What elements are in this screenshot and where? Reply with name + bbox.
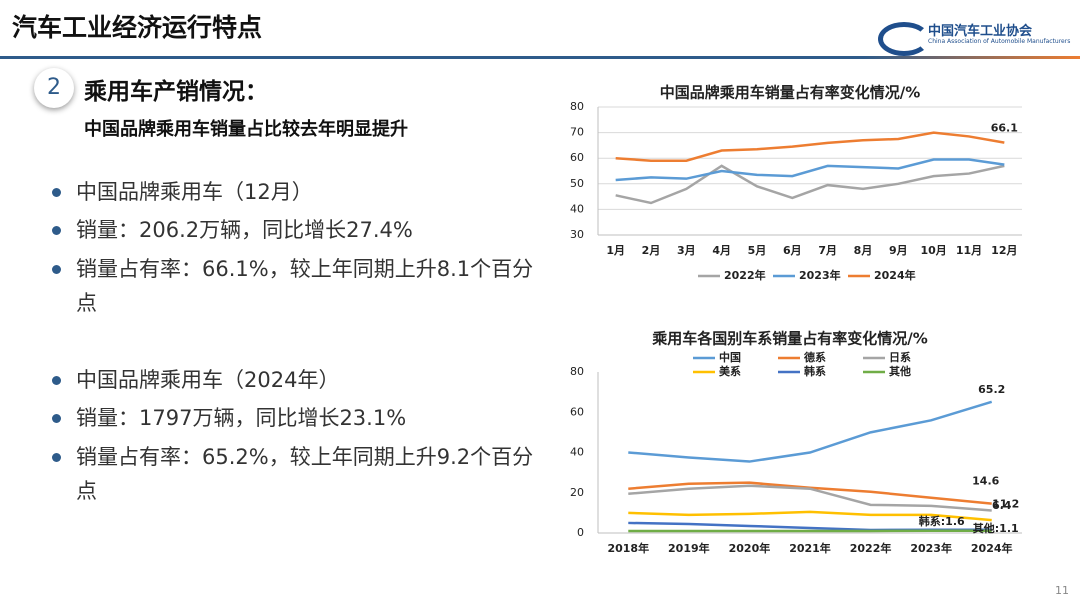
- chart-title: 乘用车各国别车系销量占有率变化情况/%: [651, 330, 928, 348]
- y-tick-label: 20: [570, 486, 584, 499]
- series-line: [628, 510, 992, 522]
- section-number: 2: [34, 68, 74, 108]
- x-tick-label: 8月: [854, 244, 873, 257]
- chart-title: 中国品牌乘用车销量占有率变化情况/%: [660, 84, 921, 102]
- legend-label: 其他: [889, 364, 911, 378]
- x-tick-label: 2024年: [971, 541, 1013, 555]
- y-tick-label: 50: [570, 177, 584, 190]
- x-tick-label: 2月: [642, 244, 661, 257]
- slide-title: 汽车工业经济运行特点: [12, 13, 263, 42]
- x-tick-label: 12月: [991, 244, 1017, 257]
- data-label: 6.4: [992, 499, 1012, 512]
- y-tick-label: 60: [570, 405, 584, 418]
- y-tick-label: 0: [577, 526, 584, 539]
- y-tick-label: 30: [570, 228, 584, 241]
- series-line: [615, 164, 1005, 205]
- bullet: 销量占有率：65.2%，较上年同期上升9.2个百分点: [52, 440, 546, 508]
- x-tick-label: 2018年: [607, 541, 649, 555]
- x-tick-label: 2023年: [910, 541, 952, 555]
- legend-label: 2024年: [874, 268, 916, 282]
- y-tick-label: 70: [570, 126, 584, 139]
- legend-label: 韩系: [804, 364, 826, 378]
- x-tick-label: 3月: [677, 244, 696, 257]
- legend-label: 2023年: [799, 268, 841, 282]
- y-tick-label: 80: [570, 100, 584, 113]
- data-label: 韩系:1.6: [919, 514, 965, 528]
- legend-label: 中国: [719, 350, 741, 364]
- bullet: 中国品牌乘用车（12月）: [52, 175, 546, 209]
- legend-label: 德系: [803, 350, 826, 364]
- series-line: [615, 131, 1005, 163]
- x-tick-label: 11月: [956, 244, 982, 257]
- logo-subtitle: China Association of Automobile Manufact…: [928, 38, 1071, 45]
- bullet: 中国品牌乘用车（2024年）: [52, 363, 546, 397]
- x-tick-label: 2020年: [729, 541, 771, 555]
- x-tick-label: 7月: [818, 244, 837, 257]
- section-heading: 乘用车产销情况：: [84, 79, 268, 105]
- x-tick-label: 6月: [783, 244, 802, 257]
- page-number: 11: [1055, 584, 1069, 597]
- data-label: 65.2: [978, 383, 1005, 396]
- legend-label: 日系: [889, 350, 911, 364]
- data-label: 14.6: [972, 475, 999, 488]
- series-line: [628, 484, 992, 512]
- data-label: 11.2: [992, 497, 1019, 510]
- legend-label: 2022年: [724, 268, 766, 282]
- section-subheading: 中国品牌乘用车销量占比较去年明显提升: [84, 119, 408, 140]
- x-tick-label: 2022年: [850, 541, 892, 555]
- x-tick-label: 5月: [748, 244, 767, 257]
- x-tick-label: 4月: [712, 244, 731, 257]
- legend-label: 美系: [719, 364, 741, 378]
- x-tick-label: 10月: [921, 244, 947, 257]
- x-tick-label: 1月: [606, 244, 625, 257]
- bullet: 销量：1797万辆，同比增长23.1%: [52, 401, 546, 435]
- series-line: [628, 481, 992, 505]
- y-tick-label: 40: [570, 446, 584, 459]
- logo-name: 中国汽车工业协会: [928, 24, 1033, 39]
- x-tick-label: 2021年: [789, 541, 831, 555]
- x-tick-label: 2019年: [668, 541, 710, 555]
- x-tick-label: 9月: [889, 244, 908, 257]
- header-rule: [0, 56, 1080, 59]
- y-tick-label: 40: [570, 202, 584, 215]
- data-label: 66.1: [991, 122, 1018, 135]
- logo-mark: [878, 22, 930, 56]
- y-tick-label: 60: [570, 151, 584, 164]
- bullet: 销量占有率：66.1%，较上年同期上升8.1个百分点: [52, 252, 546, 320]
- data-label: 其他:1.1: [973, 521, 1019, 535]
- y-tick-label: 80: [570, 365, 584, 378]
- bullet: 销量：206.2万辆，同比增长27.4%: [52, 213, 546, 247]
- series-line: [615, 158, 1005, 182]
- series-line: [628, 400, 993, 463]
